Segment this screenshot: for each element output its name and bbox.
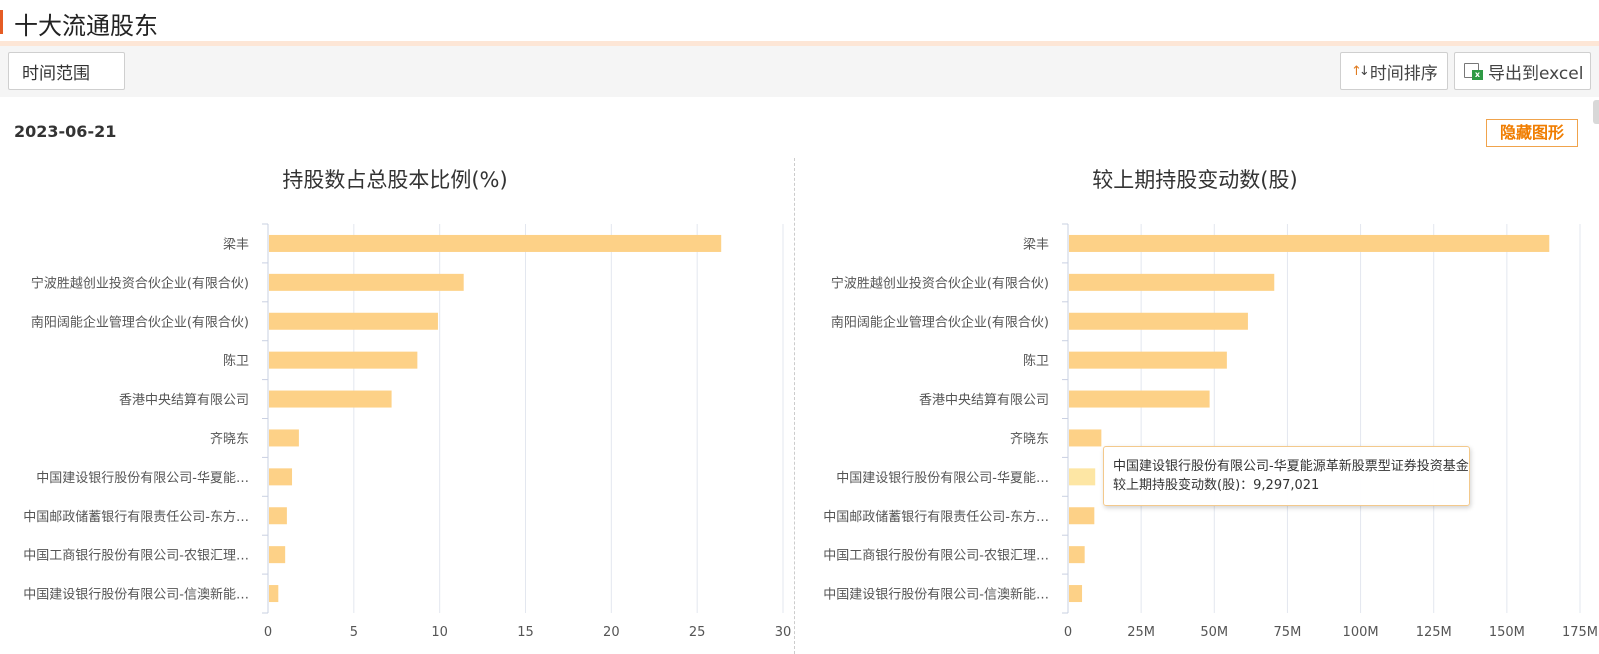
chart-tooltip: 中国建设银行股份有限公司-华夏能源革新股票型证券投资基金 较上期持股变动数(股)… (1103, 446, 1470, 506)
right-bar[interactable] (1069, 468, 1096, 486)
hide-chart-button[interactable]: 隐藏图形 (1486, 119, 1578, 147)
time-range-label: 时间范围 (22, 63, 90, 84)
right-category-label: 中国建设银行股份有限公司-华夏能… (836, 471, 1049, 486)
right-category-label: 宁波胜越创业投资合伙企业(有限合伙) (831, 275, 1049, 291)
left-category-label: 陈卫 (223, 353, 249, 369)
right-category-label: 齐晓东 (1010, 431, 1049, 447)
right-bar[interactable] (1069, 546, 1085, 564)
header-divider (0, 41, 1599, 46)
right-x-tick-label: 0 (1064, 625, 1072, 640)
excel-icon: x (1464, 62, 1483, 80)
tooltip-value: 9,297,021 (1253, 478, 1320, 493)
right-x-tick-label: 25M (1127, 625, 1155, 640)
right-x-tick-label: 125M (1416, 625, 1452, 640)
right-category-label: 中国建设银行股份有限公司-信澳新能… (823, 587, 1049, 603)
left-bar[interactable] (269, 429, 299, 447)
left-x-tick-label: 15 (517, 625, 534, 640)
left-category-label: 南阳阔能企业管理合伙企业(有限合伙) (31, 314, 249, 330)
time-sort-button[interactable]: ↑↓ 时间排序 (1340, 52, 1448, 90)
chart-title-holding-change: 较上期持股变动数(股) (1092, 168, 1298, 192)
right-bar[interactable] (1069, 273, 1275, 291)
right-bar[interactable] (1069, 585, 1083, 603)
left-x-tick-label: 20 (603, 625, 620, 640)
right-x-tick-label: 175M (1562, 625, 1598, 640)
right-category-label: 中国邮政储蓄银行有限责任公司-东方… (823, 509, 1049, 525)
left-category-label: 中国建设银行股份有限公司-信澳新能… (23, 587, 249, 603)
time-sort-label: 时间排序 (1369, 63, 1438, 84)
left-category-label: 中国邮政储蓄银行有限责任公司-东方… (23, 509, 249, 525)
left-category-label: 中国建设银行股份有限公司-华夏能… (36, 471, 249, 486)
section-title: 十大流通股东 (14, 12, 158, 40)
right-category-label: 中国工商银行股份有限公司-农银汇理… (823, 549, 1049, 564)
left-bar[interactable] (269, 546, 286, 564)
right-bar[interactable] (1069, 312, 1248, 330)
scrollbar-thumb[interactable] (1593, 100, 1599, 124)
left-x-tick-label: 30 (775, 625, 792, 640)
left-bar[interactable] (269, 312, 438, 330)
left-bar[interactable] (269, 351, 418, 369)
left-bar[interactable] (269, 585, 279, 603)
chart-title-holding-ratio: 持股数占总股本比例(%) (282, 168, 508, 192)
toolbar: 时间范围 ↑↓ 时间排序 x 导出到excel (0, 46, 1599, 97)
left-bar[interactable] (269, 468, 293, 486)
left-x-tick-label: 5 (350, 625, 358, 640)
right-category-label: 梁丰 (1023, 237, 1049, 252)
time-range-button[interactable]: 时间范围 (8, 52, 125, 90)
left-x-tick-label: 10 (431, 625, 448, 640)
left-category-label: 宁波胜越创业投资合伙企业(有限合伙) (31, 275, 249, 291)
left-bar[interactable] (269, 390, 392, 408)
right-bar[interactable] (1069, 507, 1095, 525)
right-x-tick-label: 100M (1343, 625, 1379, 640)
left-category-label: 香港中央结算有限公司 (119, 393, 249, 408)
right-bar[interactable] (1069, 429, 1102, 447)
left-x-tick-label: 0 (264, 625, 272, 640)
left-x-tick-label: 25 (689, 625, 706, 640)
report-date: 2023-06-21 (14, 122, 117, 141)
left-category-label: 中国工商银行股份有限公司-农银汇理… (23, 549, 249, 564)
left-category-label: 齐晓东 (210, 431, 249, 447)
right-bar[interactable] (1069, 234, 1550, 252)
left-bar[interactable] (269, 507, 287, 525)
export-excel-label: 导出到excel (1488, 63, 1584, 84)
right-category-label: 南阳阔能企业管理合伙企业(有限合伙) (831, 314, 1049, 330)
right-x-tick-label: 150M (1489, 625, 1525, 640)
tooltip-label: 较上期持股变动数(股)： (1113, 478, 1254, 493)
section-header: 十大流通股东 (0, 0, 1599, 41)
sort-arrows-icon: ↑↓ (1351, 63, 1370, 79)
right-x-tick-label: 75M (1274, 625, 1302, 640)
export-excel-button[interactable]: x 导出到excel (1454, 52, 1591, 90)
tooltip-series-name: 中国建设银行股份有限公司-华夏能源革新股票型证券投资基金 (1113, 459, 1469, 474)
right-category-label: 香港中央结算有限公司 (919, 393, 1049, 408)
right-x-tick-label: 50M (1200, 625, 1228, 640)
chart-divider (794, 158, 795, 654)
right-bar[interactable] (1069, 390, 1210, 408)
left-category-label: 梁丰 (223, 237, 249, 252)
right-category-label: 陈卫 (1023, 353, 1049, 369)
right-bar[interactable] (1069, 351, 1227, 369)
left-bar[interactable] (269, 273, 464, 291)
header-accent-bar (0, 10, 3, 34)
left-bar[interactable] (269, 234, 722, 252)
